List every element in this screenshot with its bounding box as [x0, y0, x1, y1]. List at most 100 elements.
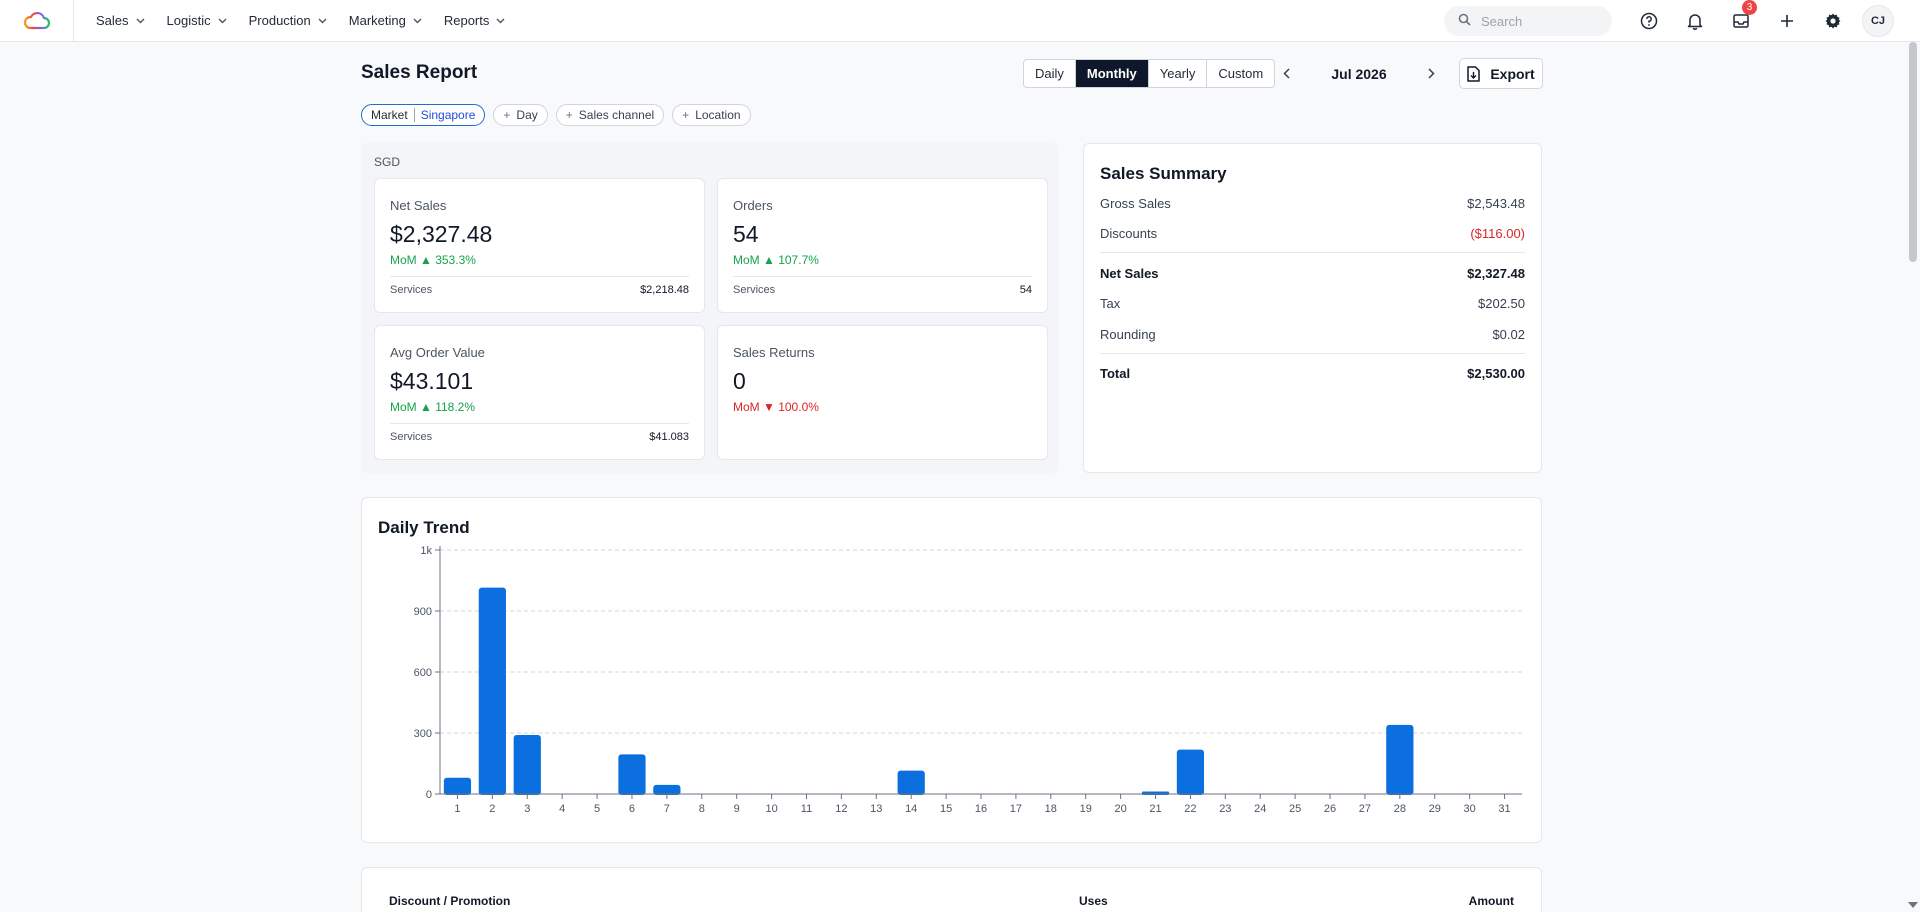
metric-change: MoM ▲ 353.3%: [390, 253, 476, 267]
metric-value: 0: [733, 368, 746, 394]
metric-label: Avg Order Value: [390, 345, 485, 360]
x-tick-label: 3: [524, 803, 530, 815]
sales-summary-panel: Sales Summary Gross Sales $2,543.48 Disc…: [1083, 143, 1542, 473]
export-file-icon: [1467, 65, 1481, 82]
period-daily-button[interactable]: Daily: [1024, 60, 1076, 87]
x-tick-label: 13: [870, 803, 882, 815]
month-navigator: Jul 2026: [1274, 59, 1444, 88]
page-scrollbar[interactable]: [1906, 42, 1920, 912]
inbox-button[interactable]: 3: [1718, 0, 1764, 42]
metric-label: Net Sales: [390, 198, 447, 213]
x-tick-label: 16: [975, 803, 987, 815]
bar-day-7: [653, 784, 681, 795]
bar-day-28: [1386, 724, 1414, 795]
search-icon: [1458, 13, 1471, 29]
period-yearly-button[interactable]: Yearly: [1149, 60, 1208, 87]
nav-label: Reports: [443, 13, 490, 28]
inbox-badge: 3: [1742, 0, 1757, 15]
period-selector: Daily Monthly Yearly Custom: [1023, 59, 1276, 88]
nav-sales[interactable]: Sales: [96, 13, 145, 28]
x-tick-label: 22: [1184, 803, 1196, 815]
notifications-button[interactable]: [1672, 0, 1718, 42]
nav-label: Production: [248, 13, 311, 28]
period-custom-button[interactable]: Custom: [1218, 66, 1264, 81]
x-tick-label: 27: [1359, 803, 1371, 815]
x-tick-label: 6: [629, 803, 635, 815]
bar-day-14: [897, 770, 925, 795]
add-button[interactable]: [1764, 0, 1810, 42]
divider: [390, 276, 689, 277]
nav-marketing[interactable]: Marketing: [349, 13, 422, 28]
y-tick-label: 1k: [420, 545, 432, 557]
user-avatar[interactable]: CJ: [1862, 5, 1894, 37]
export-label: Export: [1490, 65, 1535, 82]
x-tick-label: 25: [1289, 803, 1301, 815]
currency-label: SGD: [374, 155, 401, 169]
metric-card-net-sales: Net Sales $2,327.48 MoM ▲ 353.3% Service…: [374, 178, 705, 313]
y-tick-label: 900: [414, 606, 432, 618]
summary-label: Gross Sales: [1100, 196, 1171, 211]
x-tick-label: 28: [1394, 803, 1406, 815]
current-month: Jul 2026: [1331, 65, 1387, 82]
inbox-icon: [1733, 14, 1749, 28]
summary-label: Discounts: [1100, 226, 1158, 241]
summary-divider: [1100, 353, 1525, 354]
chevron-down-icon: [496, 18, 505, 24]
page-title: Sales Report: [361, 62, 478, 83]
summary-value: $0.02: [1492, 327, 1525, 342]
nav-production[interactable]: Production: [249, 13, 327, 28]
plus-icon: +: [503, 108, 511, 122]
previous-month-button[interactable]: [1274, 62, 1298, 86]
gear-icon: [1825, 13, 1841, 29]
x-tick-label: 5: [594, 803, 600, 815]
summary-label: Total: [1100, 366, 1131, 381]
filter-bar: Market Singapore + Day + Sales channel + Lo…: [361, 104, 759, 126]
metric-change: MoM ▲ 107.7%: [733, 253, 819, 267]
metric-sub-value: 54: [1019, 284, 1032, 296]
summary-row-gross-sales: Gross Sales $2,543.48: [1100, 196, 1525, 211]
period-monthly-button[interactable]: Monthly: [1075, 60, 1149, 87]
search-input[interactable]: [1481, 13, 1591, 29]
summary-label: Net Sales: [1100, 266, 1159, 281]
divider: [390, 423, 689, 424]
chart-title: Daily Trend: [378, 518, 470, 537]
filter-chip-market[interactable]: Market Singapore: [361, 104, 486, 126]
metric-sub-label: Services: [390, 431, 433, 443]
metric-change: MoM ▼ 100.0%: [733, 400, 819, 414]
help-button[interactable]: [1626, 0, 1672, 42]
x-tick-label: 23: [1219, 803, 1231, 815]
cloud-logo-icon: [23, 11, 50, 29]
nav-label: Marketing: [348, 13, 406, 28]
x-tick-label: 18: [1045, 803, 1057, 815]
discounts-table: Discount / Promotion Uses Amount: [361, 867, 1542, 912]
summary-value: ($116.00): [1470, 226, 1525, 241]
add-filter-location[interactable]: + Location: [672, 104, 751, 126]
bar-day-6: [618, 754, 646, 795]
metric-card-orders: Orders 54 MoM ▲ 107.7% Services 54: [717, 178, 1048, 313]
nav-reports[interactable]: Reports: [444, 13, 506, 28]
nav-logistic[interactable]: Logistic: [167, 13, 227, 28]
plus-icon: +: [565, 108, 573, 122]
next-month-button[interactable]: [1420, 62, 1444, 86]
x-tick-label: 30: [1464, 803, 1476, 815]
x-tick-label: 9: [734, 803, 740, 815]
export-button[interactable]: Export: [1459, 58, 1543, 89]
y-tick-label: 0: [426, 789, 432, 801]
search-box[interactable]: [1444, 6, 1612, 36]
summary-row-net-sales: Net Sales $2,327.48: [1100, 266, 1525, 281]
settings-button[interactable]: [1810, 0, 1856, 42]
help-icon: [1640, 12, 1658, 30]
column-header-uses: Uses: [1079, 894, 1108, 908]
app-logo[interactable]: [0, 0, 74, 42]
x-tick-label: 2: [489, 803, 495, 815]
scroll-down-arrow-icon[interactable]: [1907, 897, 1919, 912]
summary-divider: [1100, 252, 1525, 253]
bar-day-2: [478, 587, 506, 795]
bell-icon: [1687, 14, 1703, 30]
bar-day-22: [1176, 749, 1205, 795]
scrollbar-thumb[interactable]: [1909, 42, 1917, 262]
add-filter-day[interactable]: + Day: [493, 104, 548, 126]
add-filter-sales-channel[interactable]: + Sales channel: [555, 104, 665, 126]
summary-label: Rounding: [1100, 327, 1156, 342]
